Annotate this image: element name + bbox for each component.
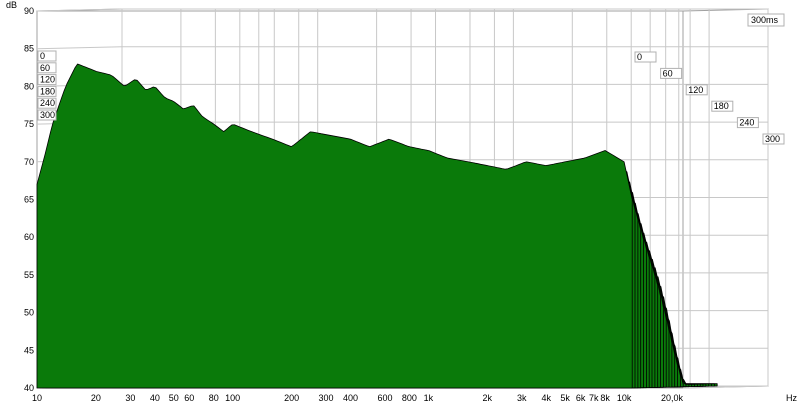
time-tick-left-240: 240 [40,98,55,108]
x-tick-label-60: 60 [184,393,194,403]
x-tick-label-50: 50 [169,393,179,403]
x-tick-label-7k: 7k [589,393,599,403]
time-tag-box [685,84,708,96]
x-tick-label-20: 20 [91,393,101,403]
time-tick-left-120: 120 [40,75,55,85]
time-tick-right-300: 300 [765,134,780,144]
y-tick-label-55: 55 [24,270,34,280]
side-gridline [36,8,123,12]
time-tick-right-120: 120 [688,85,703,95]
time-tick-left-60: 60 [40,63,50,73]
x-axis-unit: Hz [786,393,797,403]
time-tick-left-300: 300 [40,110,55,120]
time-tick-right-0: 0 [637,52,642,62]
x-tick-label-3k: 3k [517,393,527,403]
y-tick-label-50: 50 [24,308,34,318]
y-tick-label-80: 80 [24,81,34,91]
time-tag-box [37,62,57,74]
x-tick-label-4k: 4k [541,393,551,403]
x-tick-label-400: 400 [343,393,358,403]
time-corner-label: 300ms [751,15,779,25]
x-tick-label-80: 80 [209,393,219,403]
y-tick-label-65: 65 [24,195,34,205]
x-tick-label-2k: 2k [483,393,493,403]
x-tick-label-30: 30 [125,393,135,403]
time-tag-box [37,85,57,97]
time-tick-left-180: 180 [40,86,55,96]
y-axis-label: dB [6,0,17,10]
x-tick-label-8k: 8k [600,393,610,403]
time-tick-right-60: 60 [663,68,673,78]
time-tag-box [736,117,759,129]
y-tick-label-90: 90 [24,6,34,16]
x-tick-label-300: 300 [319,393,334,403]
time-tag-box [762,133,785,145]
axes: dB Hz 40 45 50 55 60 65 70 75 80 85 90 10 20 30 40 50 60… [6,0,797,403]
y-tick-label-70: 70 [24,157,34,167]
x-tick-label-10: 10 [32,393,42,403]
time-tag-box [660,67,683,79]
x-tick-label-200: 200 [284,393,299,403]
time-tick-right-180: 180 [714,101,729,111]
time-corner-box [747,13,785,27]
y-tick-label-75: 75 [24,119,34,129]
y-tick-label-45: 45 [24,345,34,355]
time-tick-right-240: 240 [739,118,754,128]
time-tag-box [37,50,57,62]
x-tick-label-800: 800 [402,393,417,403]
x-tick-label-600: 600 [377,393,392,403]
waterfall-surface [36,63,718,389]
time-tick-left-0: 0 [40,51,45,61]
y-tick-label-40: 40 [24,383,34,393]
x-tick-label-20,0k: 20,0k [661,393,684,403]
time-tag-box [634,51,657,63]
y-tick-label-85: 85 [24,44,34,54]
time-tag-box [37,109,57,121]
x-tick-label-100: 100 [225,393,240,403]
side-gridline [36,46,123,50]
x-tick-label-6k: 6k [576,393,586,403]
x-tick-label-5k: 5k [560,393,570,403]
time-tag-box [37,74,57,86]
time-tag-box [37,97,57,109]
x-tick-label-10k: 10k [617,393,632,403]
time-tag-box [711,100,734,112]
y-tick-label-60: 60 [24,232,34,242]
x-tick-label-40: 40 [150,393,160,403]
x-tick-label-1k: 1k [424,393,434,403]
slice-0ms [36,63,633,389]
